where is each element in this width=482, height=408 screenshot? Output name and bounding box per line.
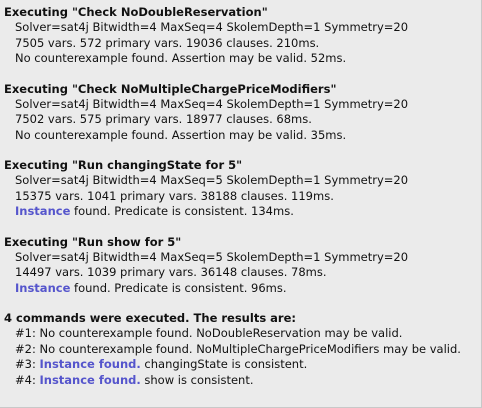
command-result-text: found. Predicate is consistent. 96ms. [70, 280, 287, 295]
command-result: Instance found. Predicate is consistent.… [0, 204, 481, 220]
summary-text: show is consistent. [140, 372, 254, 387]
instance-found-link[interactable]: Instance found. [39, 357, 141, 371]
command-heading: Executing "Run show for 5" [4, 234, 182, 249]
command-block-2: Executing "Check NoMultipleChargePriceMo… [0, 81, 481, 144]
summary-text: No counterexample found. NoDoubleReserva… [39, 326, 403, 340]
summary-block: 4 commands were executed. The results ar… [0, 310, 481, 388]
command-result: Instance found. Predicate is consistent.… [0, 281, 481, 297]
summary-text: No counterexample found. NoMultipleCharg… [39, 341, 461, 356]
summary-item: #4: Instance found. show is consistent. [0, 373, 481, 389]
summary-item: #1: No counterexample found. NoDoubleRes… [0, 326, 481, 342]
command-result: No counterexample found. Assertion may b… [0, 51, 481, 67]
command-block-3: Executing "Run changingState for 5" Solv… [0, 157, 481, 220]
solver-stats: 7505 vars. 572 primary vars. 19036 claus… [15, 35, 320, 50]
command-heading: Executing "Check NoDoubleReservation" [4, 5, 268, 19]
command-heading: Executing "Check NoMultipleChargePriceMo… [4, 81, 337, 96]
solver-settings: Solver=sat4j Bitwidth=4 MaxSeq=5 SkolemD… [15, 249, 409, 264]
command-result: No counterexample found. Assertion may b… [0, 128, 481, 144]
solver-settings: Solver=sat4j Bitwidth=4 MaxSeq=4 SkolemD… [15, 20, 409, 34]
summary-item: #2: No counterexample found. NoMultipleC… [0, 342, 481, 358]
summary-index: #2: [15, 341, 40, 356]
command-heading: Executing "Run changingState for 5" [4, 158, 243, 172]
command-result-text: No counterexample found. Assertion may b… [15, 51, 347, 65]
solver-stats: 14497 vars. 1039 primary vars. 36148 cla… [15, 265, 327, 279]
command-result-text: found. Predicate is consistent. 134ms. [70, 204, 294, 218]
instance-link[interactable]: Instance [15, 280, 71, 295]
solver-stats: 15375 vars. 1041 primary vars. 38188 cla… [15, 188, 334, 203]
summary-index: #4: [15, 372, 40, 387]
instance-found-link[interactable]: Instance found. [39, 372, 141, 387]
command-block-4: Executing "Run show for 5" Solver=sat4j … [0, 234, 481, 297]
command-block-1: Executing "Check NoDoubleReservation" So… [0, 4, 481, 67]
summary-heading: 4 commands were executed. The results ar… [4, 311, 296, 325]
summary-text: changingState is consistent. [140, 357, 308, 371]
command-result-text: No counterexample found. Assertion may b… [15, 127, 347, 142]
solver-stats: 7502 vars. 575 primary vars. 18977 claus… [15, 112, 312, 126]
solver-settings: Solver=sat4j Bitwidth=4 MaxSeq=4 SkolemD… [15, 96, 409, 111]
instance-link[interactable]: Instance [15, 204, 71, 218]
summary-index: #1: [15, 326, 40, 340]
summary-index: #3: [15, 357, 40, 371]
solver-settings: Solver=sat4j Bitwidth=4 MaxSeq=5 SkolemD… [15, 173, 409, 187]
summary-item: #3: Instance found. changingState is con… [0, 357, 481, 373]
